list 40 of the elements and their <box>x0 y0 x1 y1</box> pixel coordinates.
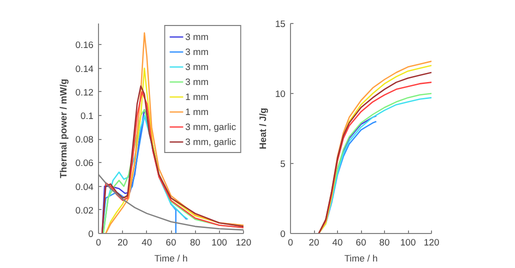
x-tick-label: 100 <box>400 238 416 248</box>
legend-label: 3 mm <box>185 60 209 73</box>
x-tick-label: 120 <box>236 238 252 248</box>
legend-label: 3 mm, garlic <box>185 120 236 133</box>
y-tick-label: 10 <box>275 89 286 99</box>
y-axis-title: Heat / J/g <box>258 107 268 150</box>
x-tick-label: 40 <box>332 238 343 248</box>
x-tick-label: 0 <box>96 238 102 248</box>
x-tick-label: 20 <box>308 238 320 248</box>
x-tick-label: 60 <box>166 238 176 248</box>
x-tick-label: 20 <box>117 238 128 248</box>
y-tick-label: 15 <box>275 19 286 29</box>
x-tick-label: 40 <box>142 238 152 248</box>
legend-label: 3 mm, garlic <box>185 136 236 148</box>
x-axis-title: Time / h <box>344 254 378 264</box>
legend-label: 1 mm <box>185 90 209 103</box>
y-tick-label: 0.08 <box>75 134 94 145</box>
legend-label: 3 mm <box>185 76 209 88</box>
y-tick-label: 0.12 <box>75 87 94 98</box>
legend-label: 1 mm <box>185 106 209 118</box>
line-series <box>105 32 244 234</box>
y-tick-label: 0.14 <box>75 64 94 74</box>
y-tick-label: 0.16 <box>75 40 94 50</box>
x-tick-label: 100 <box>212 238 228 248</box>
legend-label: 3 mm <box>185 30 209 43</box>
x-tick-label: 60 <box>356 238 366 248</box>
y-tick-label: 0.1 <box>80 111 94 122</box>
legend-label: 3 mm <box>185 46 209 58</box>
x-tick-label: 0 <box>288 238 294 248</box>
x-tick-label: 80 <box>379 238 390 248</box>
y-tick-label: 0.02 <box>75 205 94 216</box>
y-axis-title: Thermal power / mW/g <box>58 78 68 178</box>
y-tick-label: 0 <box>88 229 94 239</box>
x-tick-label: 120 <box>424 238 440 248</box>
y-tick-label: 0.06 <box>75 158 94 168</box>
y-tick-label: 5 <box>280 159 286 169</box>
x-axis-title: Time / h <box>154 254 188 264</box>
y-tick-label: 0 <box>280 229 286 239</box>
y-tick-label: 0.04 <box>75 182 94 192</box>
x-tick-label: 80 <box>190 238 200 248</box>
